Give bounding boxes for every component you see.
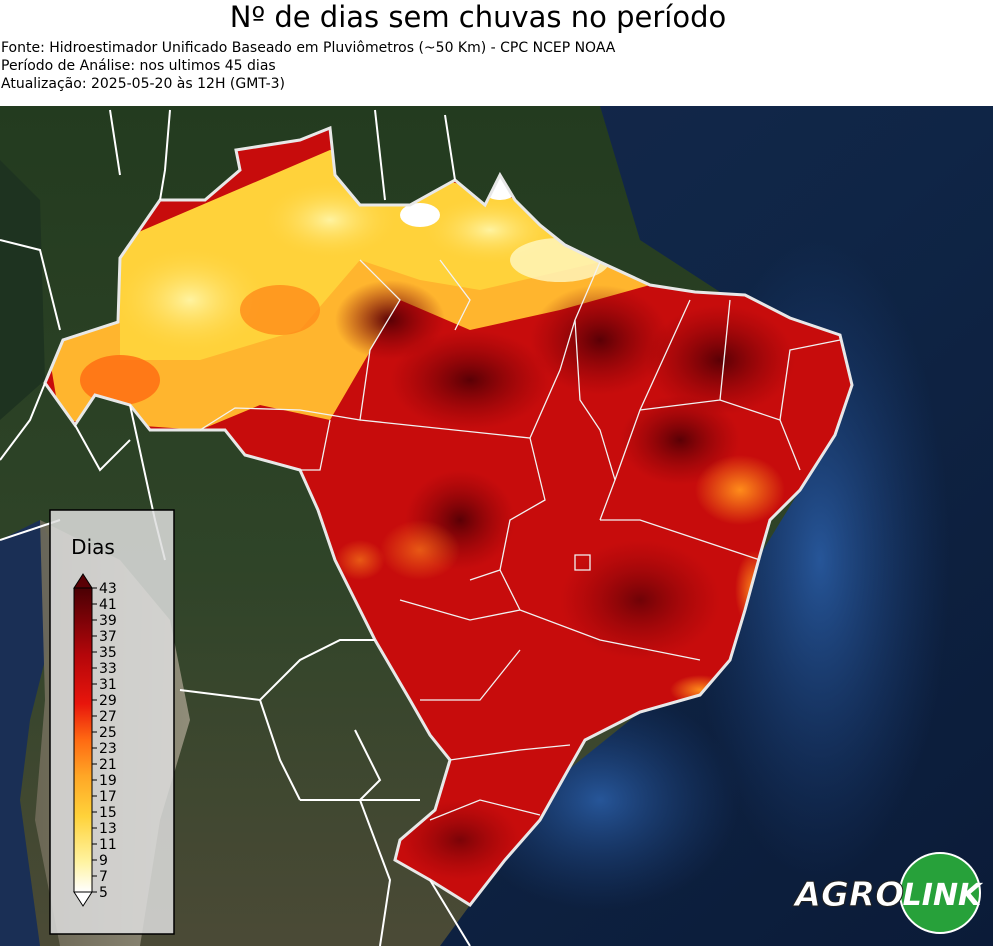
colorbar-tick-label: 9 <box>99 853 108 869</box>
colorbar-tick-label: 21 <box>99 757 117 773</box>
source-text: Fonte: Hidroestimador Unificado Baseado … <box>1 40 616 56</box>
legend-title: Dias <box>71 535 115 559</box>
colorbar-tick-label: 33 <box>99 661 117 677</box>
legend: Dias 43413937353331292725232119171513119… <box>49 509 175 935</box>
colorbar-tick-label: 17 <box>99 789 117 805</box>
colorbar-tick-label: 13 <box>99 821 117 837</box>
colorbar <box>73 573 93 907</box>
colorbar-min-arrow <box>73 891 93 907</box>
state-borders <box>199 259 841 821</box>
colorbar-tick-label: 19 <box>99 773 117 789</box>
legend-box <box>49 509 175 935</box>
colorbar-tick-label: 39 <box>99 613 117 629</box>
colorbar-tick-label: 27 <box>99 709 117 725</box>
colorbar-tick-label: 29 <box>99 693 117 709</box>
updated-text: Atualização: 2025-05-20 às 12H (GMT-3) <box>1 76 285 92</box>
header: Nº de dias sem chuvas no período Fonte: … <box>0 0 993 106</box>
colorbar-tick-label: 41 <box>99 597 117 613</box>
colorbar-tick-label: 11 <box>99 837 117 853</box>
map-panel: Dias 43 41 39 37 35 33 31 29 27 25 23 21 19 17 15 13 11 9… <box>0 106 993 946</box>
period-text: Período de Análise: nos ultimos 45 dias <box>1 58 276 74</box>
colorbar-max-arrow <box>73 573 93 589</box>
page-title: Nº de dias sem chuvas no período <box>229 0 727 34</box>
colorbar-tick-label: 7 <box>99 869 108 885</box>
colorbar-tick-label: 5 <box>99 885 108 901</box>
colorbar-tick-label: 37 <box>99 629 117 645</box>
agrolink-logo: AGRO LINK <box>791 852 984 934</box>
colorbar-tick-label: 23 <box>99 741 117 757</box>
colombia-land <box>0 160 45 420</box>
colorbar-tick-label: 15 <box>99 805 117 821</box>
colorbar-body <box>73 587 93 893</box>
logo-link-text: LINK <box>903 878 984 913</box>
colorbar-tick-label: 43 <box>99 581 117 597</box>
logo-circle <box>899 852 981 934</box>
colorbar-tick-label: 25 <box>99 725 117 741</box>
logo-agro-text: AGRO <box>792 875 904 915</box>
map-svg: Dias 43413937353331292725232119171513119… <box>0 106 993 946</box>
colorbar-tick-label: 31 <box>99 677 117 693</box>
colorbar-tick-label: 35 <box>99 645 117 661</box>
